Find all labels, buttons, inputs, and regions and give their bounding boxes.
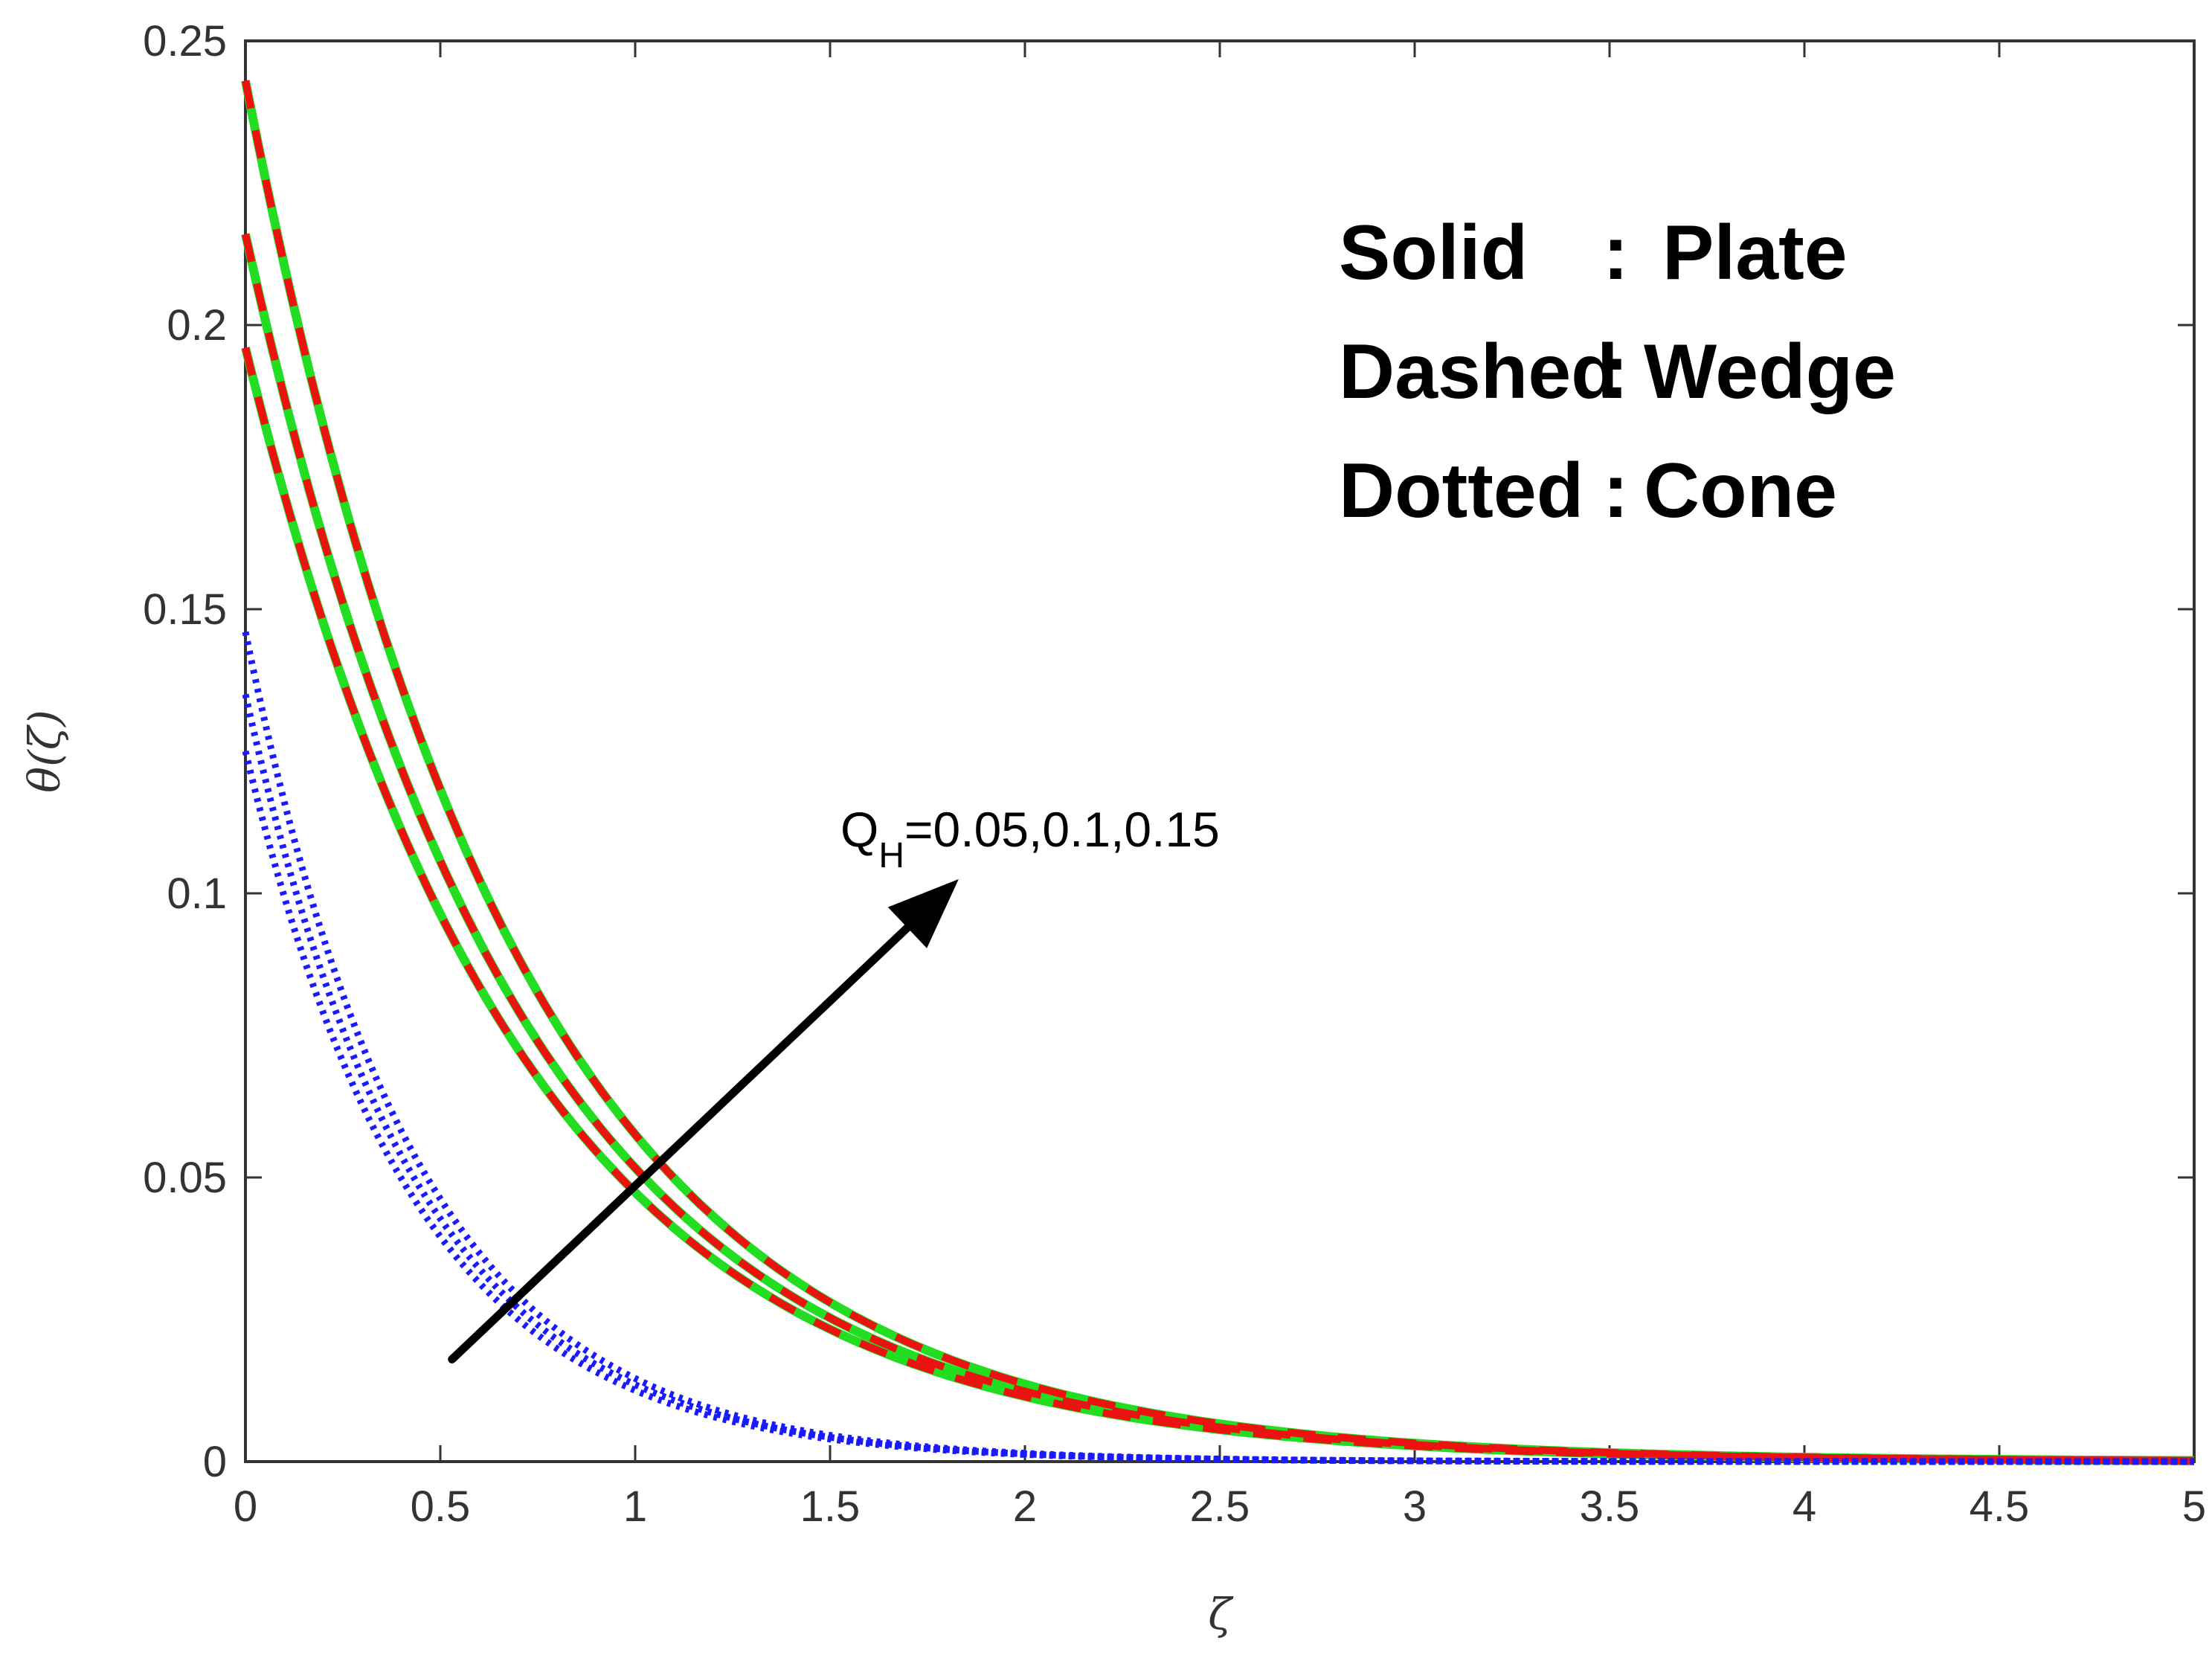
legend-row-3-sep: : xyxy=(1603,448,1629,534)
x-tick-label: 1.5 xyxy=(800,1482,861,1531)
y-tick-label: 0.15 xyxy=(143,585,227,634)
plot-frame xyxy=(244,39,2196,1463)
x-tick-label: 3 xyxy=(1403,1482,1427,1531)
y-tick-label: 0.25 xyxy=(143,17,227,65)
legend: Solid : Plate Dashed : Wedge Dotted : Co… xyxy=(1339,210,1896,534)
x-tick-label: 4.5 xyxy=(1970,1482,2030,1531)
y-axis-label: θ(ζ) xyxy=(19,710,70,793)
x-tick-label: 3.5 xyxy=(1580,1482,1640,1531)
x-tick-label: 0 xyxy=(234,1482,257,1531)
legend-row-1-sep: : xyxy=(1603,210,1629,296)
x-axis-label: ζ xyxy=(1208,1589,1234,1639)
y-tick-label: 0.2 xyxy=(167,301,227,350)
y-tick-label: 0 xyxy=(203,1438,227,1486)
x-tick-label: 4 xyxy=(1793,1482,1816,1531)
axis-ticks: 0 0.5 1 1.5 2 2.5 3 3.5 4 4.5 5 0 0.05 0.1 0.15 0.2 0.25 xyxy=(143,17,2206,1531)
series-line-cone-3 xyxy=(242,631,2194,1465)
x-tick-label: 0.5 xyxy=(411,1482,471,1531)
qh-arrow-head xyxy=(887,878,959,948)
series-line-cone-2 xyxy=(242,693,2194,1465)
y-tick-label: 0.1 xyxy=(167,870,227,918)
series-line-wedge-3 xyxy=(242,80,2194,1465)
legend-row-3-geometry: Cone xyxy=(1644,448,1837,534)
legend-row-1-style: Solid xyxy=(1339,210,1528,296)
qh-values: =0.05,0.1,0.15 xyxy=(904,802,1220,857)
legend-row-2-sep: : xyxy=(1603,329,1629,415)
legend-row-2-style: Dashed xyxy=(1339,329,1618,415)
x-tick-label: 1 xyxy=(623,1482,647,1531)
qh-annotation: QH=0.05,0.1,0.15 xyxy=(448,802,1220,1363)
legend-row-3-style: Dotted xyxy=(1339,448,1584,534)
qh-subscript: H xyxy=(878,836,904,875)
x-tick-label: 2 xyxy=(1013,1482,1037,1531)
y-tick-label: 0.05 xyxy=(143,1154,227,1202)
qh-arrow-shaft xyxy=(448,923,912,1363)
legend-row-2-geometry: Wedge xyxy=(1644,329,1896,415)
x-tick-label: 5 xyxy=(2182,1482,2206,1531)
legend-row-1-geometry: Plate xyxy=(1662,210,1848,296)
series-layer xyxy=(241,80,2195,1465)
qh-annotation-label: QH=0.05,0.1,0.15 xyxy=(840,802,1220,875)
x-tick-label: 2.5 xyxy=(1190,1482,1250,1531)
qh-symbol: Q xyxy=(840,802,878,857)
